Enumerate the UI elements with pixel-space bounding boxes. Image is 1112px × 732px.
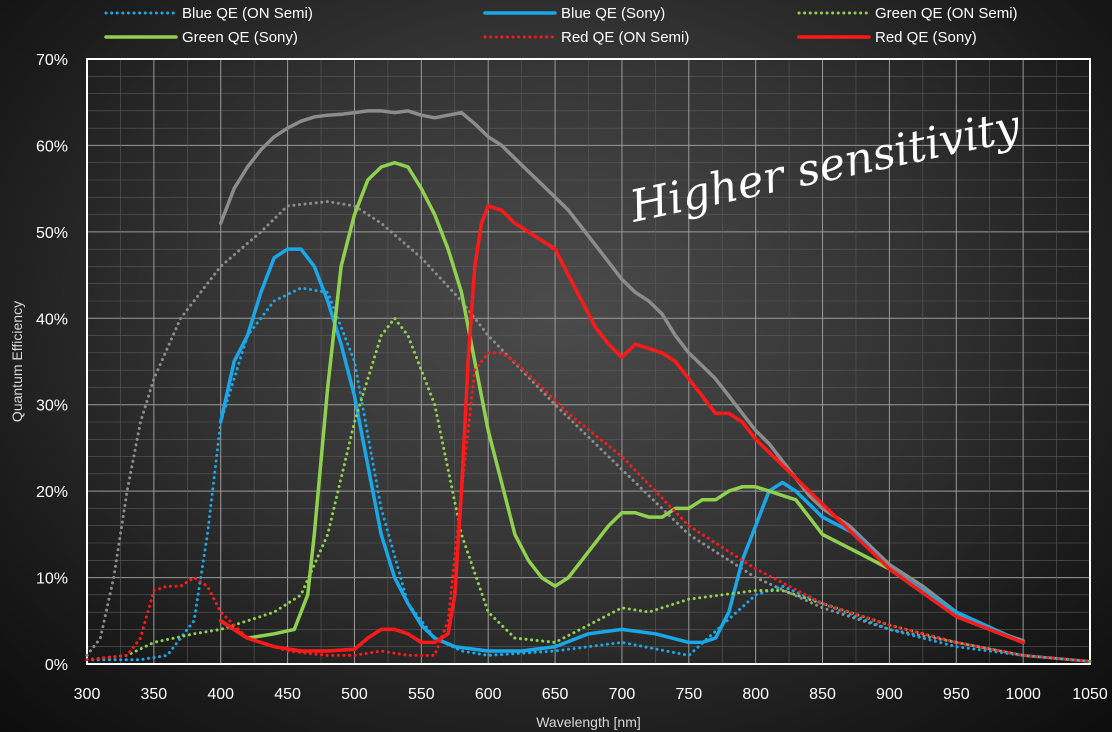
series-blue-qe-sony (218, 247, 1025, 653)
y-axis-label: Quantum Efficiency (9, 301, 25, 422)
series-layer (85, 109, 1092, 663)
y-tick-label: 70% (36, 52, 68, 69)
x-tick-label: 600 (475, 686, 502, 703)
series-green-qe-sony (218, 160, 1025, 645)
y-tick-label: 20% (36, 484, 68, 501)
x-tick-label: 350 (141, 686, 168, 703)
x-tick-label: 850 (809, 686, 836, 703)
y-tick-label: 50% (36, 225, 68, 242)
legend-label-red-qe-sony: Red QE (Sony) (875, 29, 977, 46)
plot-frame (86, 58, 1091, 665)
x-tick-label: 1050 (1072, 686, 1108, 703)
legend: Blue QE (ON Semi) Blue QE (Sony) Green QE … (104, 5, 1018, 46)
x-tick-label: 1000 (1005, 686, 1041, 703)
legend-label-green-qe-sony: Green QE (Sony) (182, 29, 298, 46)
y-tick-label: 60% (36, 138, 68, 155)
x-axis-label: Wavelength [nm] (536, 714, 641, 730)
x-tick-label: 550 (408, 686, 435, 703)
x-tick-label: 700 (609, 686, 636, 703)
x-tick-label: 400 (207, 686, 234, 703)
y-tick-label: 10% (36, 571, 68, 588)
legend-label-green-qe-on-semi: Green QE (ON Semi) (875, 5, 1018, 22)
grid (86, 58, 1091, 665)
series-gray-reference-solid (218, 109, 1025, 643)
x-tick-label: 750 (675, 686, 702, 703)
legend-label-blue-qe-on-semi: Blue QE (ON Semi) (182, 5, 313, 22)
x-tick-label: 950 (943, 686, 970, 703)
annotation-higher-sensitivity: Higher sensitivity (625, 100, 1026, 233)
series-gray-reference-dotted (85, 200, 1092, 663)
series-blue-qe-on-semi (85, 286, 1092, 663)
x-tick-label: 650 (542, 686, 569, 703)
x-tick-label: 300 (74, 686, 101, 703)
legend-label-blue-qe-sony: Blue QE (Sony) (561, 5, 665, 22)
x-tick-label: 900 (876, 686, 903, 703)
y-tick-label: 0% (45, 657, 68, 674)
legend-label-red-qe-on-semi: Red QE (ON Semi) (561, 29, 689, 46)
axis-ticks: 300 350 400 450 500 550 600 650 700 750 800 850 900 9… (36, 52, 1108, 703)
y-tick-label: 40% (36, 311, 68, 328)
x-tick-label: 800 (742, 686, 769, 703)
series-red-qe-sony (218, 204, 1025, 653)
y-tick-label: 30% (36, 398, 68, 415)
x-tick-label: 450 (274, 686, 301, 703)
x-tick-label: 500 (341, 686, 368, 703)
